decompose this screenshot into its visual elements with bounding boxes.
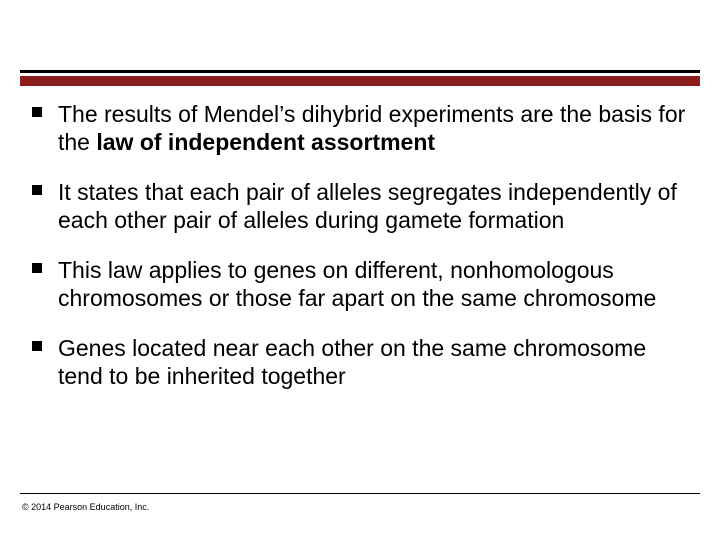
bullet-text-bold: law of independent assortment	[96, 129, 435, 155]
bullet-item: It states that each pair of alleles segr…	[28, 178, 692, 234]
bullet-list: The results of Mendel’s dihybrid experim…	[28, 100, 692, 390]
bullet-item: This law applies to genes on different, …	[28, 256, 692, 312]
bullet-text-pre: This law applies to genes on different, …	[58, 257, 656, 311]
slide-content: The results of Mendel’s dihybrid experim…	[28, 100, 692, 412]
footer-rule	[20, 493, 700, 494]
copyright-text: © 2014 Pearson Education, Inc.	[22, 502, 149, 512]
bullet-text-pre: Genes located near each other on the sam…	[58, 335, 646, 389]
bullet-text-pre: It states that each pair of alleles segr…	[58, 179, 677, 233]
slide: The results of Mendel’s dihybrid experim…	[0, 0, 720, 540]
accent-bar	[20, 76, 700, 86]
top-rule	[20, 70, 700, 73]
bullet-item: The results of Mendel’s dihybrid experim…	[28, 100, 692, 156]
bullet-item: Genes located near each other on the sam…	[28, 334, 692, 390]
